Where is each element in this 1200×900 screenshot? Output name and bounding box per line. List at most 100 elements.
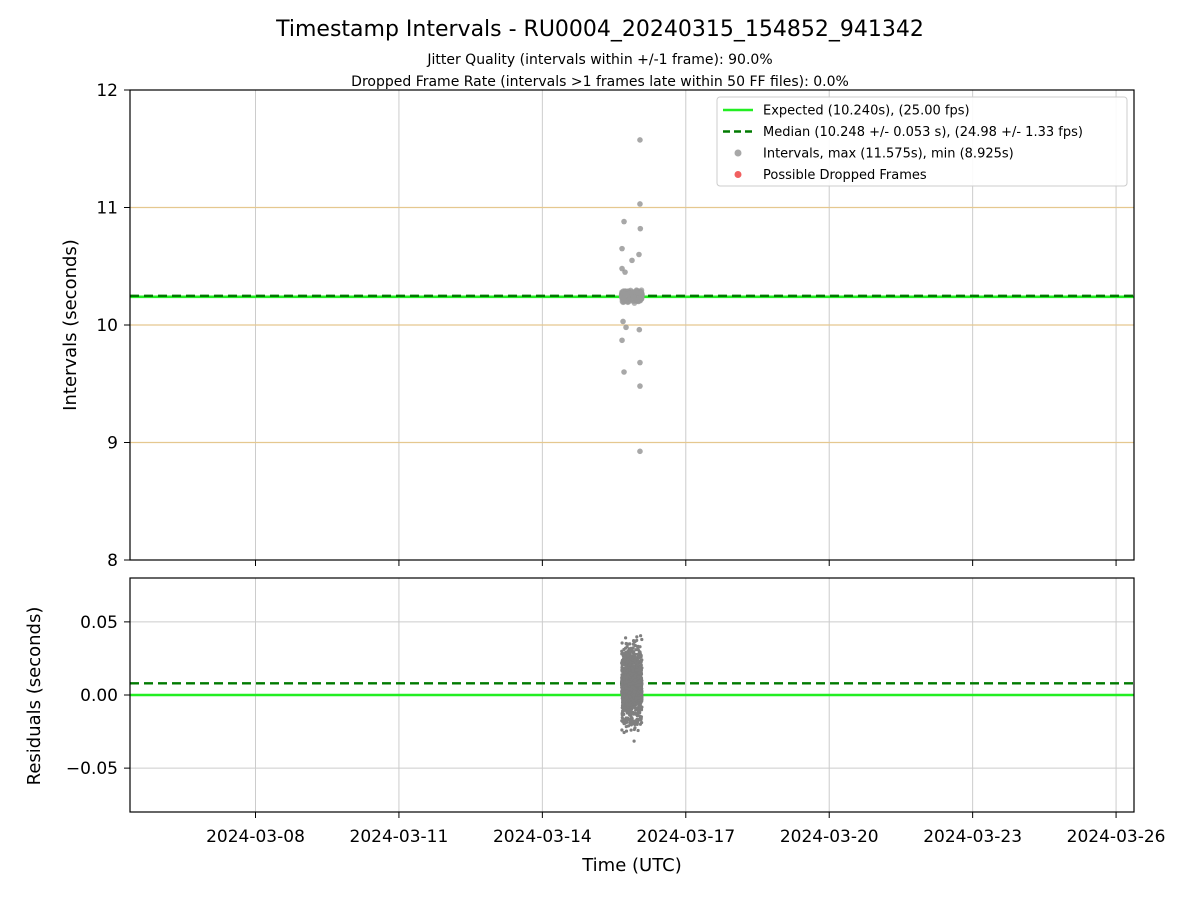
residual-point: [632, 664, 636, 668]
residual-point: [627, 691, 631, 695]
residual-point: [631, 660, 635, 665]
residual-point: [638, 687, 642, 691]
y-tick-label: 11: [96, 199, 118, 219]
residual-point: [632, 727, 637, 732]
residual-point: [623, 646, 628, 650]
residual-point: [635, 702, 639, 706]
residual-point: [632, 653, 637, 658]
intervals-y-axis-label: Intervals (seconds): [60, 239, 81, 411]
residual-point: [630, 648, 634, 652]
residual-point: [636, 720, 640, 724]
residual-point: [639, 653, 643, 658]
interval-point: [622, 293, 628, 300]
residual-point: [633, 643, 637, 648]
residual-point: [636, 663, 640, 667]
interval-point: [629, 257, 635, 264]
residual-point: [636, 710, 641, 714]
residual-point: [633, 674, 637, 678]
residual-point: [627, 687, 632, 691]
residual-point: [622, 677, 626, 681]
residual-point: [640, 690, 644, 694]
residual-point: [620, 716, 624, 720]
residual-point: [637, 675, 641, 680]
interval-point: [637, 290, 643, 296]
residual-point: [640, 637, 644, 642]
legend: Expected (10.240s), (25.00 fps) Median (1…: [716, 96, 1128, 187]
residual-point: [632, 690, 637, 694]
residual-point: [635, 714, 639, 718]
residual-point: [628, 695, 632, 699]
legend-box: [716, 96, 1128, 187]
residual-point: [638, 650, 642, 654]
interval-point: [620, 318, 626, 325]
residual-point: [637, 656, 641, 660]
x-tick-label: 2024-03-11: [350, 827, 449, 847]
residual-point: [620, 728, 624, 732]
interval-point: [623, 324, 629, 331]
residual-point: [625, 669, 629, 673]
legend-label: Possible Dropped Frames: [763, 168, 927, 183]
y-tick-label: 9: [107, 434, 118, 454]
interval-point: [637, 359, 643, 366]
residual-point: [637, 671, 641, 675]
y-tick-label: 8: [107, 551, 118, 571]
residual-point: [626, 673, 630, 677]
residual-point: [620, 649, 624, 653]
residual-point: [633, 640, 637, 644]
residual-point: [626, 703, 630, 707]
residual-point: [622, 652, 626, 656]
residual-point: [620, 668, 625, 672]
y-tick-label: −0.05: [66, 759, 118, 779]
residual-point: [640, 705, 644, 709]
residual-point: [620, 689, 624, 693]
residual-point: [621, 708, 625, 712]
residual-point: [631, 681, 636, 685]
residual-point: [626, 653, 630, 658]
residual-point: [637, 683, 642, 687]
y-tick-label: 10: [96, 316, 118, 336]
residual-point: [632, 739, 636, 743]
residual-point: [620, 705, 625, 710]
residual-point: [631, 669, 635, 673]
residual-point: [635, 668, 639, 672]
interval-point: [621, 369, 627, 375]
residual-point: [636, 696, 641, 700]
residual-point: [630, 705, 634, 709]
chart-title: Timestamp Intervals - RU0004_20240315_15…: [275, 17, 924, 42]
residual-point: [635, 635, 639, 639]
residual-point: [639, 659, 644, 663]
residual-point: [624, 686, 628, 690]
x-tick-label: 2024-03-17: [636, 827, 735, 847]
residual-point: [628, 682, 633, 686]
residual-point: [620, 680, 624, 685]
interval-point: [636, 326, 643, 333]
residual-point: [630, 721, 634, 725]
interval-point: [619, 337, 625, 344]
residual-point: [638, 717, 642, 721]
residual-point: [638, 722, 643, 726]
chart-subtitle-dropped: Dropped Frame Rate (intervals >1 frames …: [351, 74, 849, 90]
interval-point: [619, 245, 625, 252]
legend-label: Intervals, max (11.575s), min (8.925s): [763, 147, 1014, 162]
residual-point: [625, 660, 630, 664]
interval-point: [621, 218, 627, 225]
residuals-panel: 2024-03-08 2024-03-11 2024-03-14 2024-03-17…: [66, 577, 1166, 847]
legend-marker-swatch: [734, 171, 742, 178]
interval-point: [637, 225, 644, 232]
residual-point: [630, 710, 634, 714]
residual-point: [638, 669, 643, 673]
residual-point: [636, 647, 640, 651]
residual-point: [625, 718, 629, 722]
residuals-y-axis-label: Residuals (seconds): [24, 607, 45, 786]
residual-point: [628, 651, 632, 655]
legend-label: Median (10.248 +/- 0.053 s), (24.98 +/- …: [763, 125, 1083, 140]
residual-point: [621, 662, 626, 666]
interval-point: [637, 448, 643, 455]
interval-point: [630, 289, 636, 295]
x-tick-label: 2024-03-26: [1067, 827, 1166, 847]
residual-point: [633, 687, 637, 691]
residual-point: [635, 706, 639, 710]
axes-frame: [129, 89, 1135, 561]
y-tick-label: 0.00: [80, 686, 118, 706]
residual-point: [622, 730, 626, 735]
